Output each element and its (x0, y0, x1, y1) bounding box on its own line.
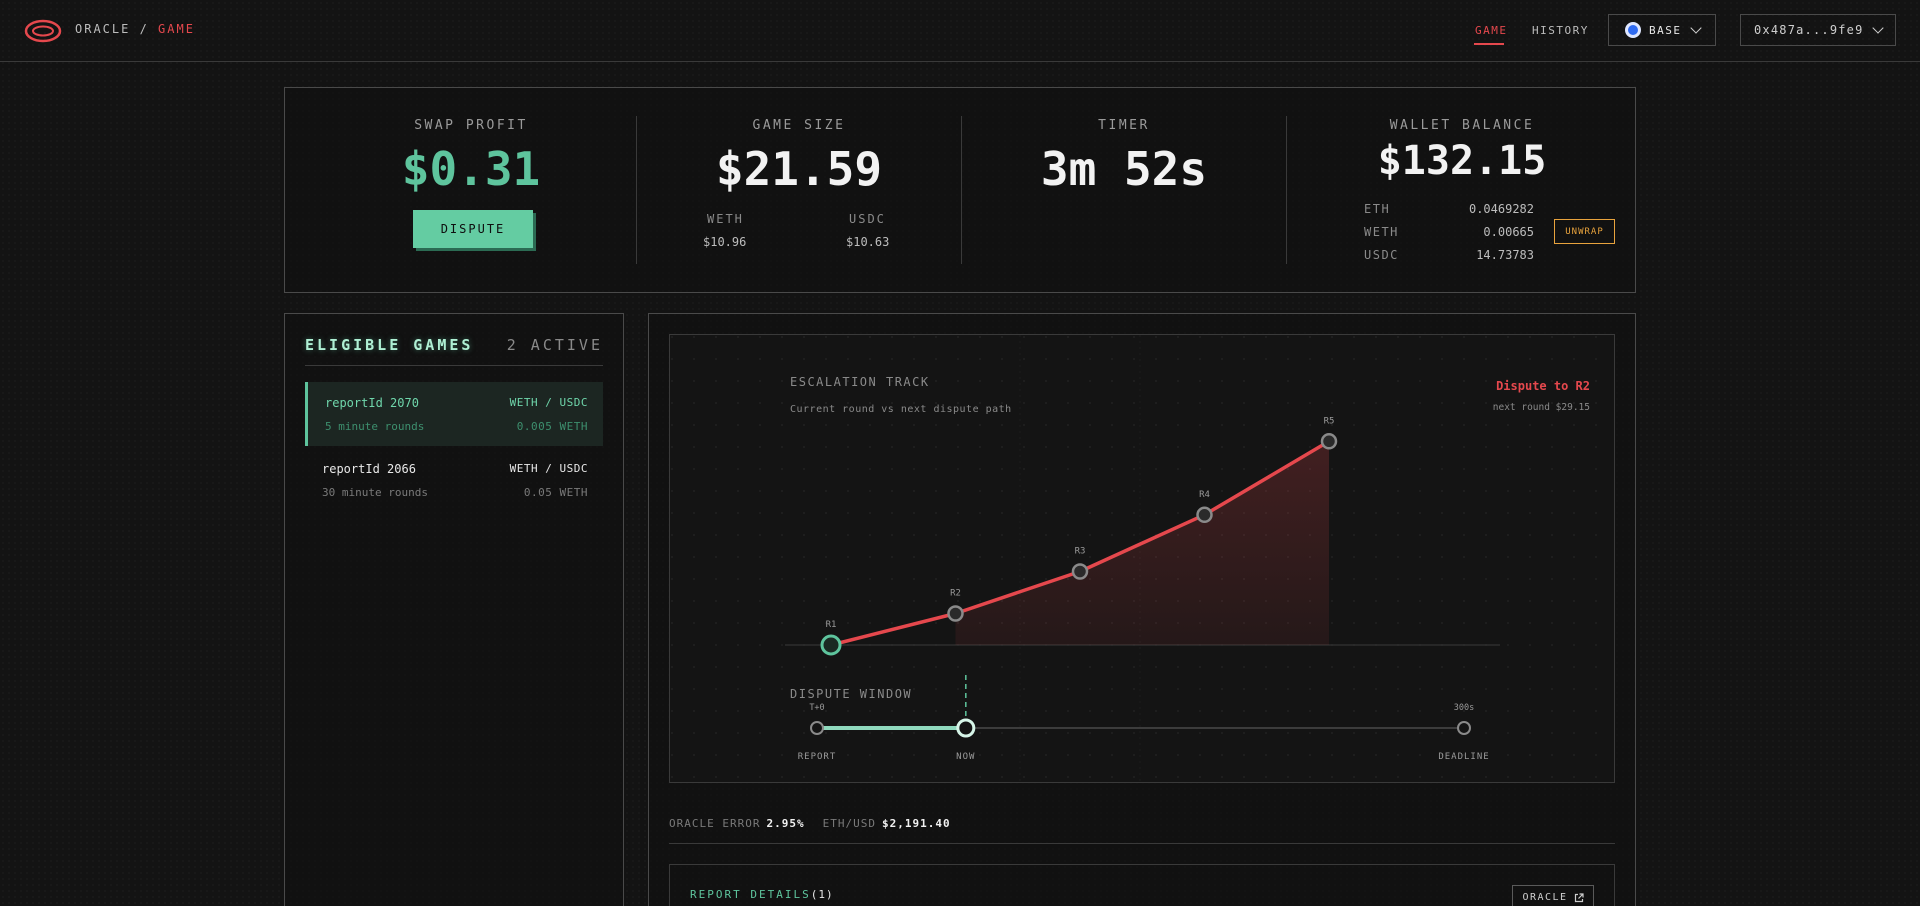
swap-profit-value: $0.31 (401, 142, 541, 196)
round-label: R3 (1075, 547, 1086, 557)
round-point-r3[interactable] (1071, 563, 1089, 580)
usdc-label: USDC (849, 212, 886, 226)
wallet-selector[interactable]: 0x487a...9fe9 (1740, 14, 1896, 46)
chart-subtitle: Current round vs next dispute path (790, 404, 1012, 415)
wallet-address: 0x487a...9fe9 (1754, 23, 1864, 37)
oracle-error-value: 2.95% (766, 817, 805, 830)
network-selector[interactable]: BASE (1608, 14, 1716, 46)
eligible-games-panel: ELIGIBLE GAMES 2 ACTIVE reportId 2070 WE… (284, 313, 624, 906)
breadcrumb: ORACLE / GAME (75, 22, 195, 36)
now-marker[interactable] (956, 718, 976, 738)
balance-token: USDC (1364, 248, 1399, 262)
dispute-window-start: T+0 (809, 703, 824, 713)
balance-token: ETH (1364, 202, 1391, 216)
deadline-marker-label: DEADLINE (1438, 752, 1489, 762)
info-row: ORACLE ERROR 2.95% ETH/USD $2,191.40 (669, 817, 969, 830)
dispute-window-end: 300s (1454, 703, 1474, 713)
divider (669, 843, 1615, 844)
brand-page: GAME (158, 22, 195, 36)
round-label: R2 (950, 589, 961, 599)
wallet-balance-value: $132.15 (1377, 138, 1547, 184)
game-pair: WETH / USDC (509, 462, 588, 475)
usdc-value: $10.63 (846, 235, 890, 249)
game-list-item[interactable]: reportId 2066 WETH / USDC 30 minute roun… (305, 448, 603, 512)
divider (961, 116, 962, 264)
oracle-button-label: ORACLE (1522, 892, 1568, 903)
balance-row-eth: ETH 0.0469282 (1364, 202, 1534, 218)
external-link-icon (1574, 892, 1584, 902)
ethusd-value: $2,191.40 (881, 817, 951, 830)
games-title: ELIGIBLE GAMES (305, 336, 474, 354)
timer-value: 3m 52s (1040, 142, 1208, 196)
weth-label: WETH (707, 212, 744, 226)
dispute-callout-title: Dispute to R2 (1496, 379, 1590, 393)
divider (305, 365, 603, 366)
report-details-label: REPORT DETAILS (690, 888, 811, 901)
base-network-icon (1625, 22, 1641, 38)
game-detail-panel: ESCALATION TRACK Current round vs next d… (648, 313, 1636, 906)
game-report-id: reportId 2070 (325, 396, 419, 410)
chart-title: ESCALATION TRACK (790, 375, 930, 389)
round-point-r4[interactable] (1196, 506, 1213, 524)
nav-game[interactable]: GAME (1475, 24, 1508, 37)
game-pair: WETH / USDC (509, 396, 588, 409)
round-point-r1[interactable] (820, 634, 842, 656)
game-size-label: GAME SIZE (752, 118, 846, 133)
escalation-area (955, 441, 1329, 645)
game-size-value: $21.59 (715, 142, 883, 196)
divider (1286, 116, 1287, 264)
ethusd-label: ETH/USD (822, 817, 876, 830)
game-round: 5 minute rounds (325, 420, 425, 433)
dispute-button[interactable]: DISPUTE (413, 210, 533, 248)
unwrap-button[interactable]: UNWRAP (1554, 219, 1615, 244)
oracle-error-label: ORACLE ERROR (669, 817, 761, 830)
nav-history[interactable]: HISTORY (1532, 24, 1589, 37)
oracle-link-button[interactable]: ORACLE (1512, 885, 1594, 906)
balance-row-usdc: USDC 14.73783 (1364, 248, 1534, 264)
balance-amount: 14.73783 (1476, 248, 1534, 262)
report-marker (810, 721, 824, 735)
chevron-down-icon (1871, 22, 1884, 34)
round-label: R4 (1199, 490, 1210, 500)
game-list-item[interactable]: reportId 2070 WETH / USDC 5 minute round… (305, 382, 603, 446)
swap-profit-label: SWAP PROFIT (414, 118, 528, 133)
dispute-callout-detail: next round $29.15 (1493, 402, 1590, 413)
network-label: BASE (1649, 23, 1682, 37)
escalation-chart: ESCALATION TRACK Current round vs next d… (669, 334, 1616, 784)
game-amount: 0.05 WETH (523, 486, 588, 499)
chevron-down-icon (1689, 22, 1702, 34)
brand-prefix: ORACLE / (75, 22, 149, 36)
balance-row-weth: WETH 0.00665 (1364, 225, 1534, 241)
timer-label: TIMER (1098, 118, 1150, 133)
report-details-section[interactable]: REPORT DETAILS(1) ORACLE (669, 864, 1615, 906)
deadline-marker (1457, 721, 1471, 735)
now-marker-label: NOW (956, 752, 975, 762)
game-round: 30 minute rounds (322, 486, 428, 499)
round-label: R1 (826, 620, 837, 630)
game-amount: 0.005 WETH (516, 420, 588, 433)
divider (636, 116, 637, 264)
report-details-count: (1) (810, 888, 834, 901)
games-count: 2 ACTIVE (506, 336, 603, 354)
stats-panel: SWAP PROFIT $0.31 DISPUTE GAME SIZE $21.… (284, 87, 1636, 293)
balance-amount: 0.00665 (1483, 225, 1534, 239)
wallet-balance-label: WALLET BALANCE (1389, 118, 1535, 133)
round-point-r2[interactable] (947, 605, 964, 622)
dispute-window-title: DISPUTE WINDOW (790, 687, 912, 701)
oracle-logo-icon[interactable] (24, 19, 62, 43)
round-point-r5[interactable] (1320, 433, 1338, 450)
balance-token: WETH (1364, 225, 1399, 239)
report-marker-label: REPORT (798, 752, 837, 762)
report-details-title: REPORT DETAILS(1) (690, 888, 834, 901)
top-bar: ORACLE / GAME GAME HISTORY BASE 0x487a..… (0, 0, 1920, 62)
weth-value: $10.96 (703, 235, 747, 249)
round-label: R5 (1324, 416, 1335, 426)
nav-active-indicator (1474, 43, 1504, 45)
balance-amount: 0.0469282 (1468, 202, 1534, 216)
escalation-chart-svg: ESCALATION TRACK Current round vs next d… (670, 335, 1616, 784)
game-report-id: reportId 2066 (322, 462, 416, 476)
